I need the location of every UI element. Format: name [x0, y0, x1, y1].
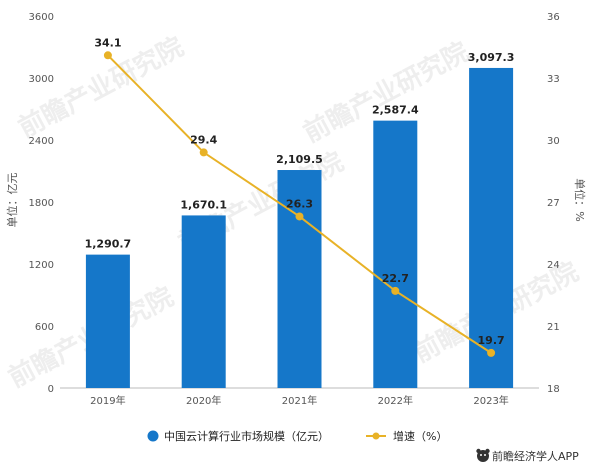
y-tick-label-4: 2400 [29, 136, 54, 147]
legend-bar-marker [147, 430, 159, 442]
bar-3 [373, 120, 418, 389]
y2-tick-label-4: 30 [547, 136, 560, 147]
y-axis-title: 单位：亿元 [5, 173, 19, 228]
growth-value-label-0: 34.1 [94, 36, 121, 49]
legend: 中国云计算行业市场规模（亿元） 增速（%） [147, 429, 447, 443]
growth-point-0 [103, 51, 112, 60]
growth-value-label-4: 19.7 [478, 334, 505, 347]
data-labels: 1,290.7 1,670.1 2,109.5 2,587.4 3,097.3 34.1 2… [85, 36, 515, 347]
growth-value-label-1: 29.4 [190, 133, 217, 146]
footer-text: 前瞻经济学人APP [492, 449, 579, 463]
bar-value-label-3: 2,587.4 [372, 104, 419, 117]
legend-line-label: 增速（%） [393, 429, 447, 443]
y-tick-label-3: 1800 [29, 198, 54, 209]
growth-line [103, 51, 496, 357]
growth-value-label-3: 22.7 [382, 272, 409, 285]
x-tick-label-2: 2021年 [282, 394, 317, 407]
bars [85, 67, 514, 389]
y-tick-label-5: 3000 [29, 74, 54, 85]
bar-value-label-0: 1,290.7 [85, 238, 132, 251]
y2-tick-label-6: 36 [547, 12, 560, 23]
y2-tick-label-2: 24 [547, 260, 560, 271]
x-tick-label-0: 2019年 [90, 394, 125, 407]
legend-line-dot [372, 432, 380, 440]
legend-bar-label: 中国云计算行业市场规模（亿元） [164, 429, 329, 443]
bar-4 [469, 67, 514, 388]
y-tick-label-1: 600 [35, 322, 54, 333]
footer: 前瞻经济学人APP [476, 448, 579, 463]
y2-tick-label-5: 33 [547, 74, 560, 85]
bear-logo-icon [476, 448, 490, 462]
y2-tick-label-1: 21 [547, 322, 560, 333]
growth-point-2 [295, 212, 304, 221]
y-tick-label-6: 3600 [29, 12, 54, 23]
y-tick-label-0: 0 [48, 384, 54, 395]
growth-point-3 [391, 286, 400, 295]
x-tick-label-3: 2022年 [378, 394, 413, 407]
x-tick-label-1: 2020年 [186, 394, 221, 407]
bar-1 [181, 215, 226, 388]
bar-value-label-1: 1,670.1 [180, 198, 227, 211]
bar-value-label-4: 3,097.3 [468, 51, 515, 64]
y-tick-label-2: 1200 [29, 260, 54, 271]
y2-tick-label-3: 27 [547, 198, 560, 209]
x-tick-label-4: 2023年 [473, 394, 508, 407]
axes: 0 600 1200 1800 2400 3000 3600 18 21 24 27 30 33 36 20… [29, 12, 560, 407]
growth-value-label-2: 26.3 [286, 197, 313, 210]
y2-tick-label-0: 18 [547, 384, 560, 395]
growth-point-4 [487, 348, 496, 357]
growth-point-1 [199, 148, 208, 157]
y2-axis-title: 单位：% [573, 178, 587, 221]
bar-value-label-2: 2,109.5 [276, 153, 323, 166]
bar-0 [85, 254, 130, 388]
